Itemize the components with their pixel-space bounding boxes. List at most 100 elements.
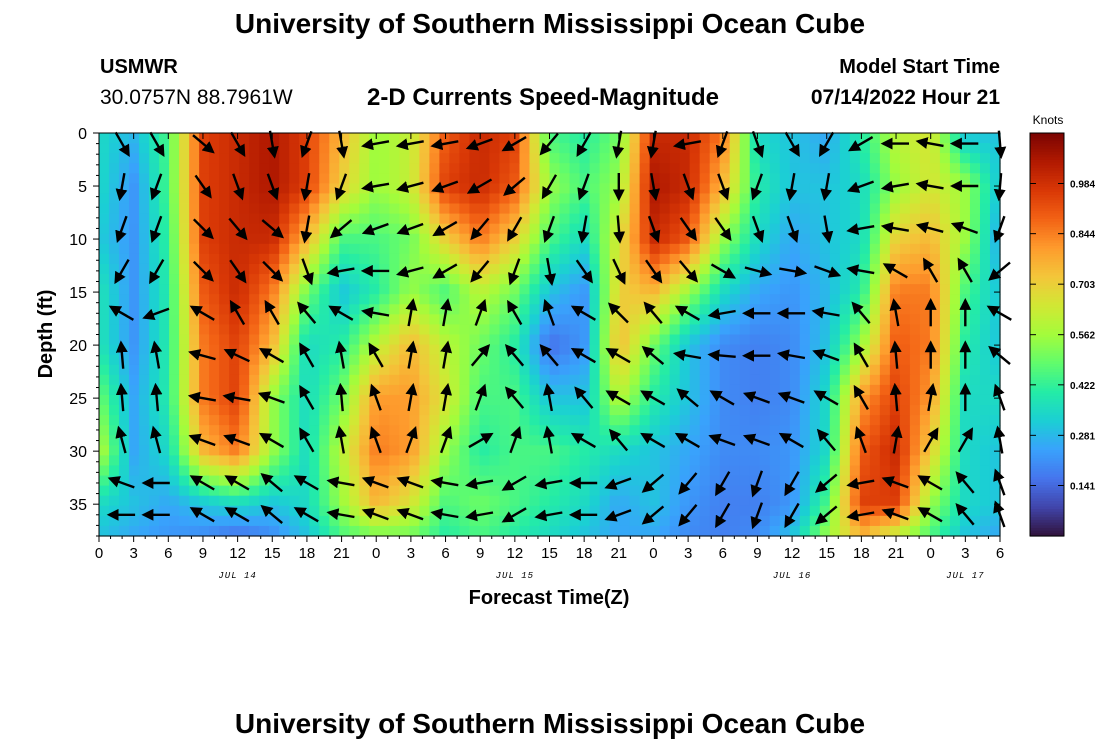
heatmap-cell <box>689 193 701 205</box>
heatmap-cell <box>559 223 571 235</box>
heatmap-cell <box>479 394 491 406</box>
heatmap-cell <box>219 425 230 436</box>
heatmap-cell <box>979 425 991 436</box>
heatmap-cell <box>529 163 541 174</box>
heatmap-cell <box>599 435 611 446</box>
heatmap-cell <box>399 415 410 426</box>
heatmap-cell <box>969 324 981 336</box>
heatmap-cell <box>839 334 851 346</box>
colorbar-swatch <box>1030 218 1064 223</box>
heatmap-cell <box>769 455 781 467</box>
heatmap-cell <box>699 425 711 436</box>
current-vector <box>187 391 217 404</box>
heatmap-cell <box>759 364 771 376</box>
heatmap-cell <box>449 324 460 336</box>
heatmap-cell <box>679 525 691 537</box>
heatmap-cell <box>259 485 270 497</box>
heatmap-cell <box>309 193 320 205</box>
heatmap-cell <box>409 445 420 456</box>
heatmap-cell <box>739 374 751 386</box>
current-vector <box>470 343 491 367</box>
heatmap-cell <box>279 274 290 285</box>
heatmap-cell <box>139 213 150 225</box>
heatmap-cell <box>719 304 731 315</box>
current-vector <box>853 342 869 368</box>
heatmap-cell <box>549 324 561 336</box>
heatmap-cell <box>689 213 701 225</box>
heatmap-cell <box>209 445 220 456</box>
current-vector <box>777 391 805 404</box>
current-vector <box>784 502 800 529</box>
heatmap-cell <box>339 334 350 346</box>
heatmap-cell <box>519 183 531 195</box>
heatmap-cell <box>159 415 170 426</box>
heatmap-cell <box>199 173 210 184</box>
heatmap-cell <box>589 294 601 305</box>
heatmap-cell <box>789 203 801 215</box>
colorbar-swatch <box>1030 216 1064 220</box>
heatmap-cell <box>289 435 300 446</box>
heatmap-cell <box>939 263 951 275</box>
heatmap-cell <box>569 394 581 406</box>
heatmap-cell <box>199 304 210 315</box>
heatmap-cell <box>979 243 991 255</box>
heatmap-cell <box>209 243 220 255</box>
colorbar-swatch <box>1030 259 1064 263</box>
heatmap-cell <box>519 143 531 154</box>
heatmap-cell <box>919 243 931 255</box>
heatmap-cell <box>789 425 801 436</box>
heatmap-cell <box>559 304 571 315</box>
heatmap-cell <box>969 243 981 255</box>
heatmap-cell <box>499 213 511 225</box>
heatmap-cell <box>399 133 410 144</box>
heatmap-cell <box>429 384 440 396</box>
heatmap-cell <box>969 163 981 174</box>
heatmap-cell <box>839 274 851 285</box>
heatmap-cell <box>519 455 531 467</box>
heatmap-cell <box>949 435 961 446</box>
heatmap-cell <box>879 304 891 315</box>
x-tick-label: 9 <box>753 545 761 562</box>
heatmap-cell <box>569 445 581 456</box>
heatmap-cell <box>949 515 961 527</box>
heatmap-cell <box>879 133 891 144</box>
heatmap-cell <box>419 304 430 315</box>
heatmap-cell <box>129 193 140 205</box>
heatmap-cell <box>339 445 350 456</box>
heatmap-cell <box>539 253 551 265</box>
heatmap-cell <box>159 354 170 366</box>
heatmap-cell <box>609 314 621 326</box>
heatmap-cell <box>169 314 180 326</box>
heatmap-cell <box>529 284 541 295</box>
heatmap-cell <box>139 223 150 235</box>
heatmap-cell <box>189 455 200 467</box>
heatmap-cell <box>139 143 150 154</box>
heatmap-cell <box>409 253 420 265</box>
heatmap-cell <box>569 263 581 275</box>
heatmap-cell <box>789 284 801 295</box>
current-vector <box>115 340 128 369</box>
heatmap-cell <box>849 415 861 426</box>
heatmap-cell <box>599 233 611 245</box>
heatmap-cell <box>479 163 491 174</box>
heatmap-cell <box>319 314 330 326</box>
current-vector <box>328 305 354 321</box>
heatmap-cell <box>919 354 931 366</box>
heatmap-cell <box>239 525 250 537</box>
heatmap-cell <box>179 525 190 537</box>
heatmap-cell <box>579 455 591 467</box>
heatmap-cell <box>409 203 420 215</box>
heatmap-cell <box>859 405 871 416</box>
heatmap-cell <box>499 223 511 235</box>
heatmap-cell <box>839 253 851 265</box>
heatmap-cell <box>879 344 891 356</box>
current-vector <box>742 433 771 447</box>
heatmap-cell <box>299 374 310 386</box>
heatmap-cell <box>439 153 450 164</box>
heatmap-cell <box>129 344 140 356</box>
heatmap-cell <box>279 525 290 537</box>
heatmap-cell <box>619 334 631 346</box>
heatmap-cell <box>469 465 481 477</box>
heatmap-cell <box>279 133 290 144</box>
heatmap-cell <box>849 405 861 416</box>
